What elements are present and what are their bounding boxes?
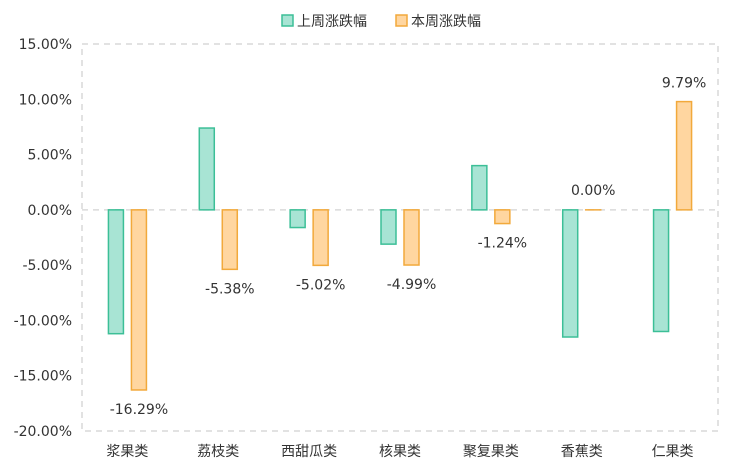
y-tick-label: -5.00% — [22, 258, 72, 274]
y-tick-label: -15.00% — [14, 369, 72, 385]
y-tick-label: -20.00% — [14, 424, 72, 440]
bar-this-week — [677, 102, 692, 210]
legend-item-last-week-label: 上周涨跌幅 — [297, 14, 367, 30]
bar-last-week — [199, 128, 214, 210]
y-tick-label: 15.00% — [19, 37, 72, 53]
bar-last-week — [381, 210, 396, 244]
y-tick-label: 0.00% — [28, 203, 72, 219]
x-category-label: 聚复果类 — [463, 443, 519, 460]
x-category-label: 荔枝类 — [197, 444, 239, 460]
data-label: -5.38% — [205, 281, 255, 297]
bar-this-week — [313, 210, 328, 266]
legend-item-this-week-swatch — [396, 15, 407, 26]
legend-item-this-week-label: 本周涨跌幅 — [411, 14, 481, 30]
data-label: -1.24% — [478, 236, 528, 252]
x-category-label: 核果类 — [379, 444, 421, 460]
x-category-label: 香蕉类 — [561, 444, 603, 460]
bar-this-week — [495, 210, 510, 224]
x-category-label: 仁果类 — [652, 444, 694, 460]
plot-frame — [82, 44, 718, 431]
y-tick-label: 10.00% — [19, 92, 72, 108]
y-tick-label: -10.00% — [14, 313, 72, 329]
data-label: 9.79% — [662, 76, 706, 92]
bar-last-week — [563, 210, 578, 337]
bar-last-week — [654, 210, 669, 332]
y-tick-label: 5.00% — [28, 148, 72, 164]
bar-last-week — [290, 210, 305, 228]
data-label: 0.00% — [571, 183, 615, 199]
bar-this-week — [131, 210, 146, 390]
bar-last-week — [472, 166, 487, 210]
bar-last-week — [108, 210, 123, 334]
data-label: -5.02% — [296, 277, 346, 293]
data-label: -16.29% — [110, 402, 168, 418]
bar-this-week — [404, 210, 419, 265]
x-category-label: 西甜瓜类 — [281, 444, 337, 460]
bar-this-week — [222, 210, 237, 269]
legend-item-last-week-swatch — [282, 15, 293, 26]
x-category-label: 浆果类 — [106, 444, 148, 460]
data-label: -4.99% — [387, 277, 437, 293]
